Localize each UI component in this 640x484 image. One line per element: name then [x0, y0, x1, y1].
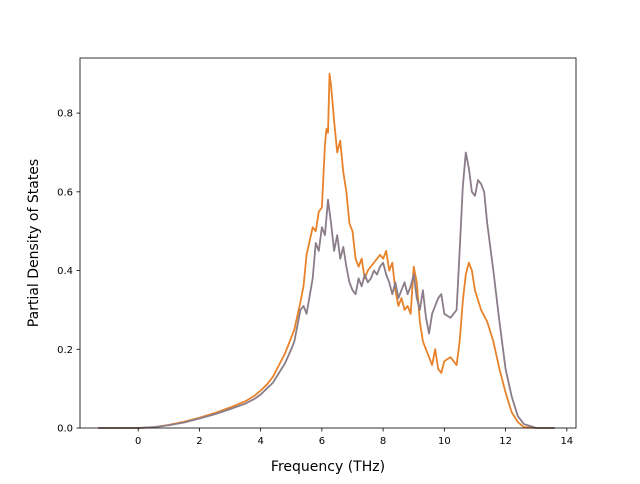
x-tick-label: 12 [499, 436, 512, 447]
x-axis-title: Frequency (THz) [271, 459, 385, 475]
y-axis-ticks: 0.0 0.2 0.4 0.6 0.8 [57, 109, 80, 435]
y-tick-label: 0.4 [57, 266, 73, 277]
series-line-1 [98, 72, 555, 429]
x-tick-label: 2 [196, 436, 202, 447]
x-tick-label: 4 [257, 436, 263, 447]
x-tick-label: 10 [438, 436, 451, 447]
y-tick-label: 0.6 [57, 187, 73, 198]
y-tick-label: 0.8 [57, 109, 73, 120]
x-tick-label: 14 [560, 436, 573, 447]
x-axis-ticks: 0 2 4 6 8 10 12 14 [135, 428, 573, 447]
x-tick-label: 6 [319, 436, 325, 447]
plot-frame [79, 57, 577, 429]
series-line-2 [98, 151, 555, 429]
x-tick-label: 8 [380, 436, 386, 447]
y-tick-label: 0.2 [57, 345, 73, 356]
x-tick-label: 0 [135, 436, 141, 447]
y-axis-title: Partial Density of States [26, 159, 42, 327]
series-layer [98, 72, 555, 429]
y-tick-label: 0.0 [57, 424, 73, 435]
